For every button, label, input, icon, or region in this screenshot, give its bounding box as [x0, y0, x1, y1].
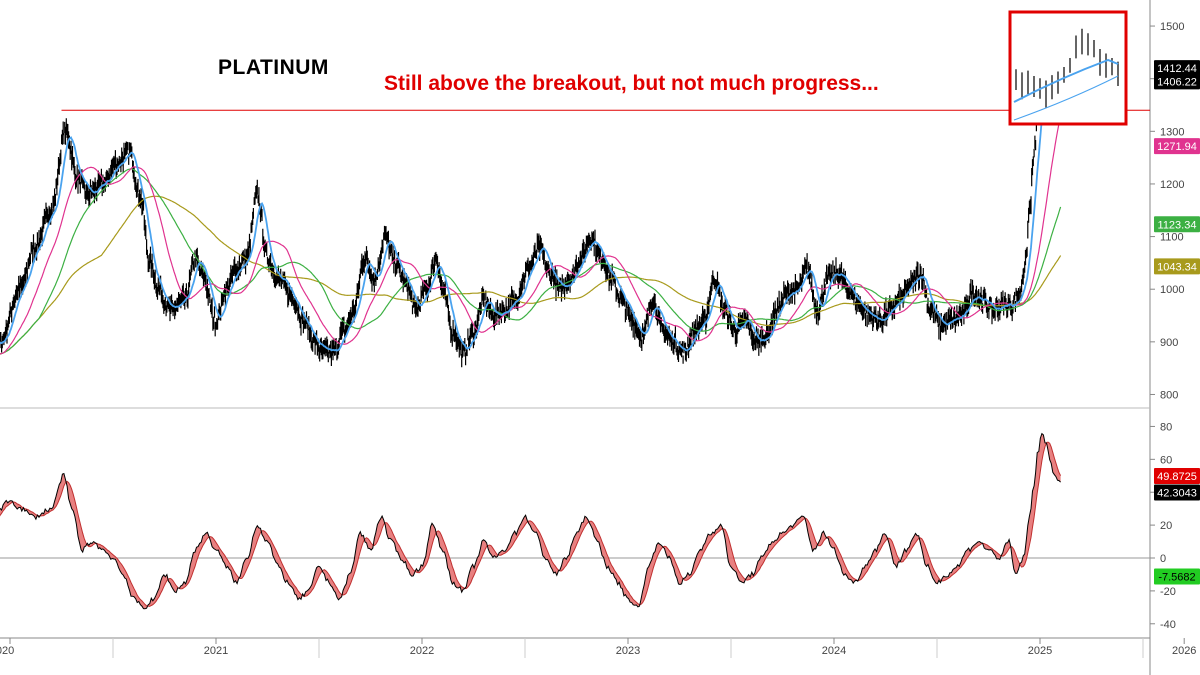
osc-tick-label: 20 — [1160, 520, 1172, 532]
osc-value-badge: -7.5682 — [1154, 568, 1200, 585]
osc-value-badge-text: -7.5682 — [1158, 571, 1195, 583]
price-value-badge-bg — [1154, 216, 1200, 233]
osc-tick-label: 60 — [1160, 454, 1172, 466]
year-tick-label: 2026 — [1172, 645, 1196, 657]
price-tick-label: 1500 — [1160, 21, 1184, 33]
price-value-badge-text: 1406.22 — [1157, 76, 1197, 88]
ma-200-line — [0, 195, 1062, 355]
price-value-badge-bg — [1154, 60, 1200, 77]
price-value-badge-bg — [1154, 138, 1200, 155]
price-value-badge: 1043.34 — [1154, 258, 1200, 275]
osc-value-badge: 49.8725 — [1154, 467, 1200, 484]
price-value-badge-bg — [1154, 258, 1200, 275]
osc-tick-label: -20 — [1160, 586, 1176, 598]
ma-100-line — [0, 168, 1062, 355]
inset-ma-slow — [1013, 75, 1119, 121]
osc-tick-label: 0 — [1160, 553, 1166, 565]
osc-value-badge-bg — [1154, 467, 1200, 484]
ma-fast-line — [0, 62, 1062, 352]
price-value-badge: 1271.94 — [1154, 138, 1200, 155]
osc-value-badge-text: 42.3043 — [1157, 487, 1197, 499]
osc-value-badge: 42.3043 — [1154, 484, 1200, 501]
price-tick-label: 1200 — [1160, 179, 1184, 191]
price-value-badge-bg — [1154, 73, 1200, 90]
chart-annotation: Still above the breakout, but not much p… — [384, 72, 879, 95]
inset-zoom-box — [1008, 10, 1128, 126]
year-tick-label: 2021 — [204, 645, 228, 657]
price-tick-label: 1300 — [1160, 126, 1184, 138]
price-value-badge: 1406.22 — [1154, 73, 1200, 90]
price-tick-label: 900 — [1160, 337, 1178, 349]
ma-50-line — [0, 114, 1062, 355]
price-value-badge-text: 1043.34 — [1157, 261, 1197, 273]
osc-value-badge-bg — [1154, 568, 1200, 585]
osc-tick-label: -40 — [1160, 619, 1176, 631]
osc-signal-line — [0, 441, 1062, 607]
price-value-badge-text: 1123.34 — [1158, 219, 1197, 231]
osc-value-badge-bg — [1154, 484, 1200, 501]
price-value-badge-text: 1412.44 — [1157, 63, 1197, 75]
price-value-badge: 1412.44 — [1154, 60, 1200, 77]
inset-ma-fast — [1013, 58, 1119, 103]
price-value-badge: 1123.34 — [1154, 216, 1200, 233]
osc-tick-label: 80 — [1160, 421, 1172, 433]
price-value-badge-text: 1271.94 — [1157, 141, 1197, 153]
price-tick-label: 1100 — [1160, 232, 1184, 244]
price-tick-label: 800 — [1160, 389, 1178, 401]
chart-title: PLATINUM — [218, 56, 329, 79]
price-tick-label: 1000 — [1160, 284, 1184, 296]
year-tick-label: 2025 — [1028, 645, 1052, 657]
osc-line — [0, 432, 1061, 610]
year-tick-label: 2024 — [822, 645, 846, 657]
year-tick-label: 2023 — [616, 645, 640, 657]
year-tick-label: 2022 — [410, 645, 434, 657]
osc-value-badge-text: 49.8725 — [1157, 471, 1197, 483]
